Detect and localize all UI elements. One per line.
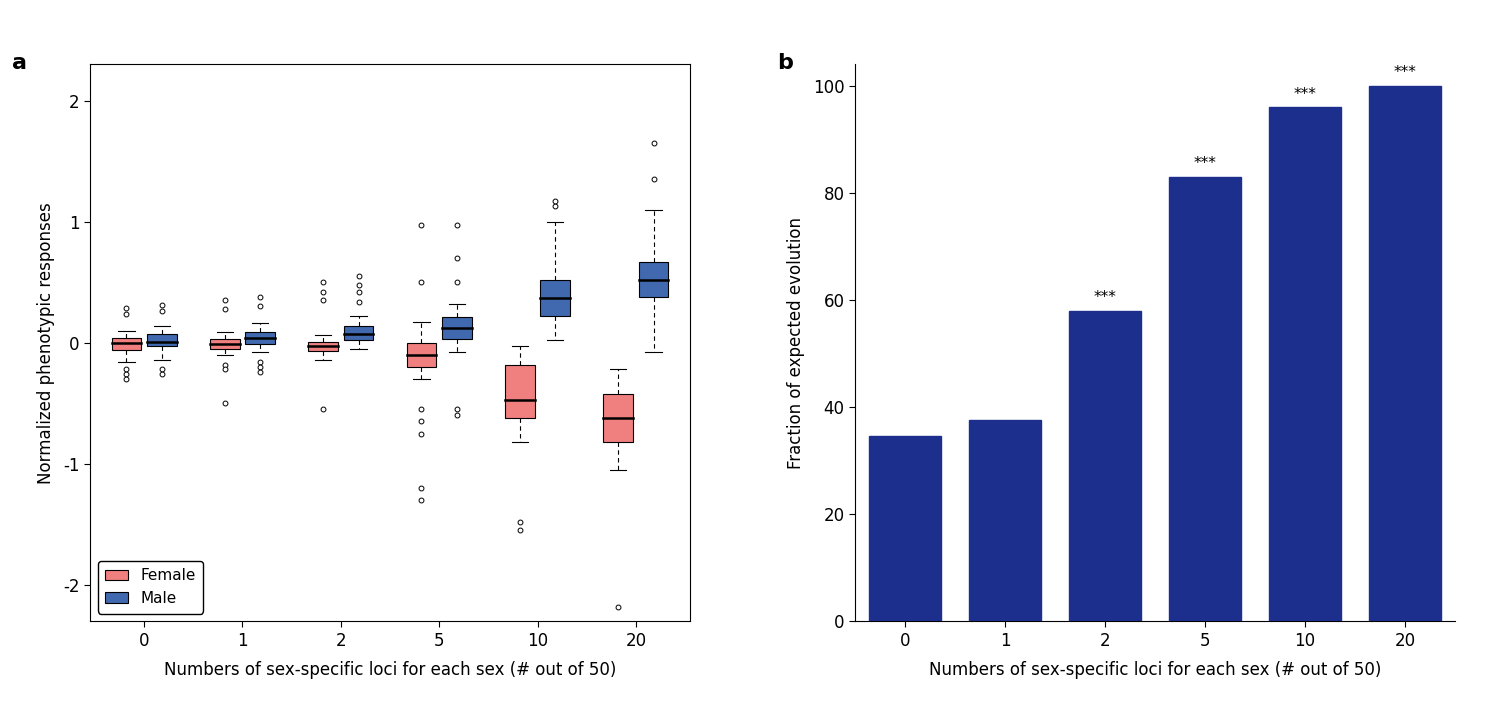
X-axis label: Numbers of sex-specific loci for each sex (# out of 50): Numbers of sex-specific loci for each se… xyxy=(928,660,1382,679)
Bar xyxy=(406,343,436,367)
Bar xyxy=(309,341,338,351)
Bar xyxy=(603,393,633,442)
Bar xyxy=(639,261,669,297)
Bar xyxy=(1168,177,1240,621)
Text: ***: *** xyxy=(1094,290,1116,306)
Bar xyxy=(506,365,534,418)
Legend: Female, Male: Female, Male xyxy=(98,560,204,613)
Text: a: a xyxy=(12,53,27,73)
Bar xyxy=(868,436,940,621)
Bar xyxy=(210,339,240,348)
Bar xyxy=(442,317,471,339)
Text: ***: *** xyxy=(1293,86,1317,101)
Bar xyxy=(540,280,570,316)
Text: b: b xyxy=(777,53,794,73)
Bar xyxy=(1370,86,1442,621)
Bar xyxy=(147,334,177,346)
Bar xyxy=(969,421,1041,621)
Bar xyxy=(1269,107,1341,621)
Bar xyxy=(111,338,141,350)
Bar xyxy=(1070,311,1142,621)
Bar xyxy=(344,326,374,341)
X-axis label: Numbers of sex-specific loci for each sex (# out of 50): Numbers of sex-specific loci for each se… xyxy=(164,660,616,679)
Text: ***: *** xyxy=(1394,65,1416,81)
Y-axis label: Normalized phenotypic responses: Normalized phenotypic responses xyxy=(36,202,54,483)
Text: ***: *** xyxy=(1194,156,1216,171)
Y-axis label: Fraction of expected evolution: Fraction of expected evolution xyxy=(786,217,804,468)
Bar xyxy=(246,332,274,344)
